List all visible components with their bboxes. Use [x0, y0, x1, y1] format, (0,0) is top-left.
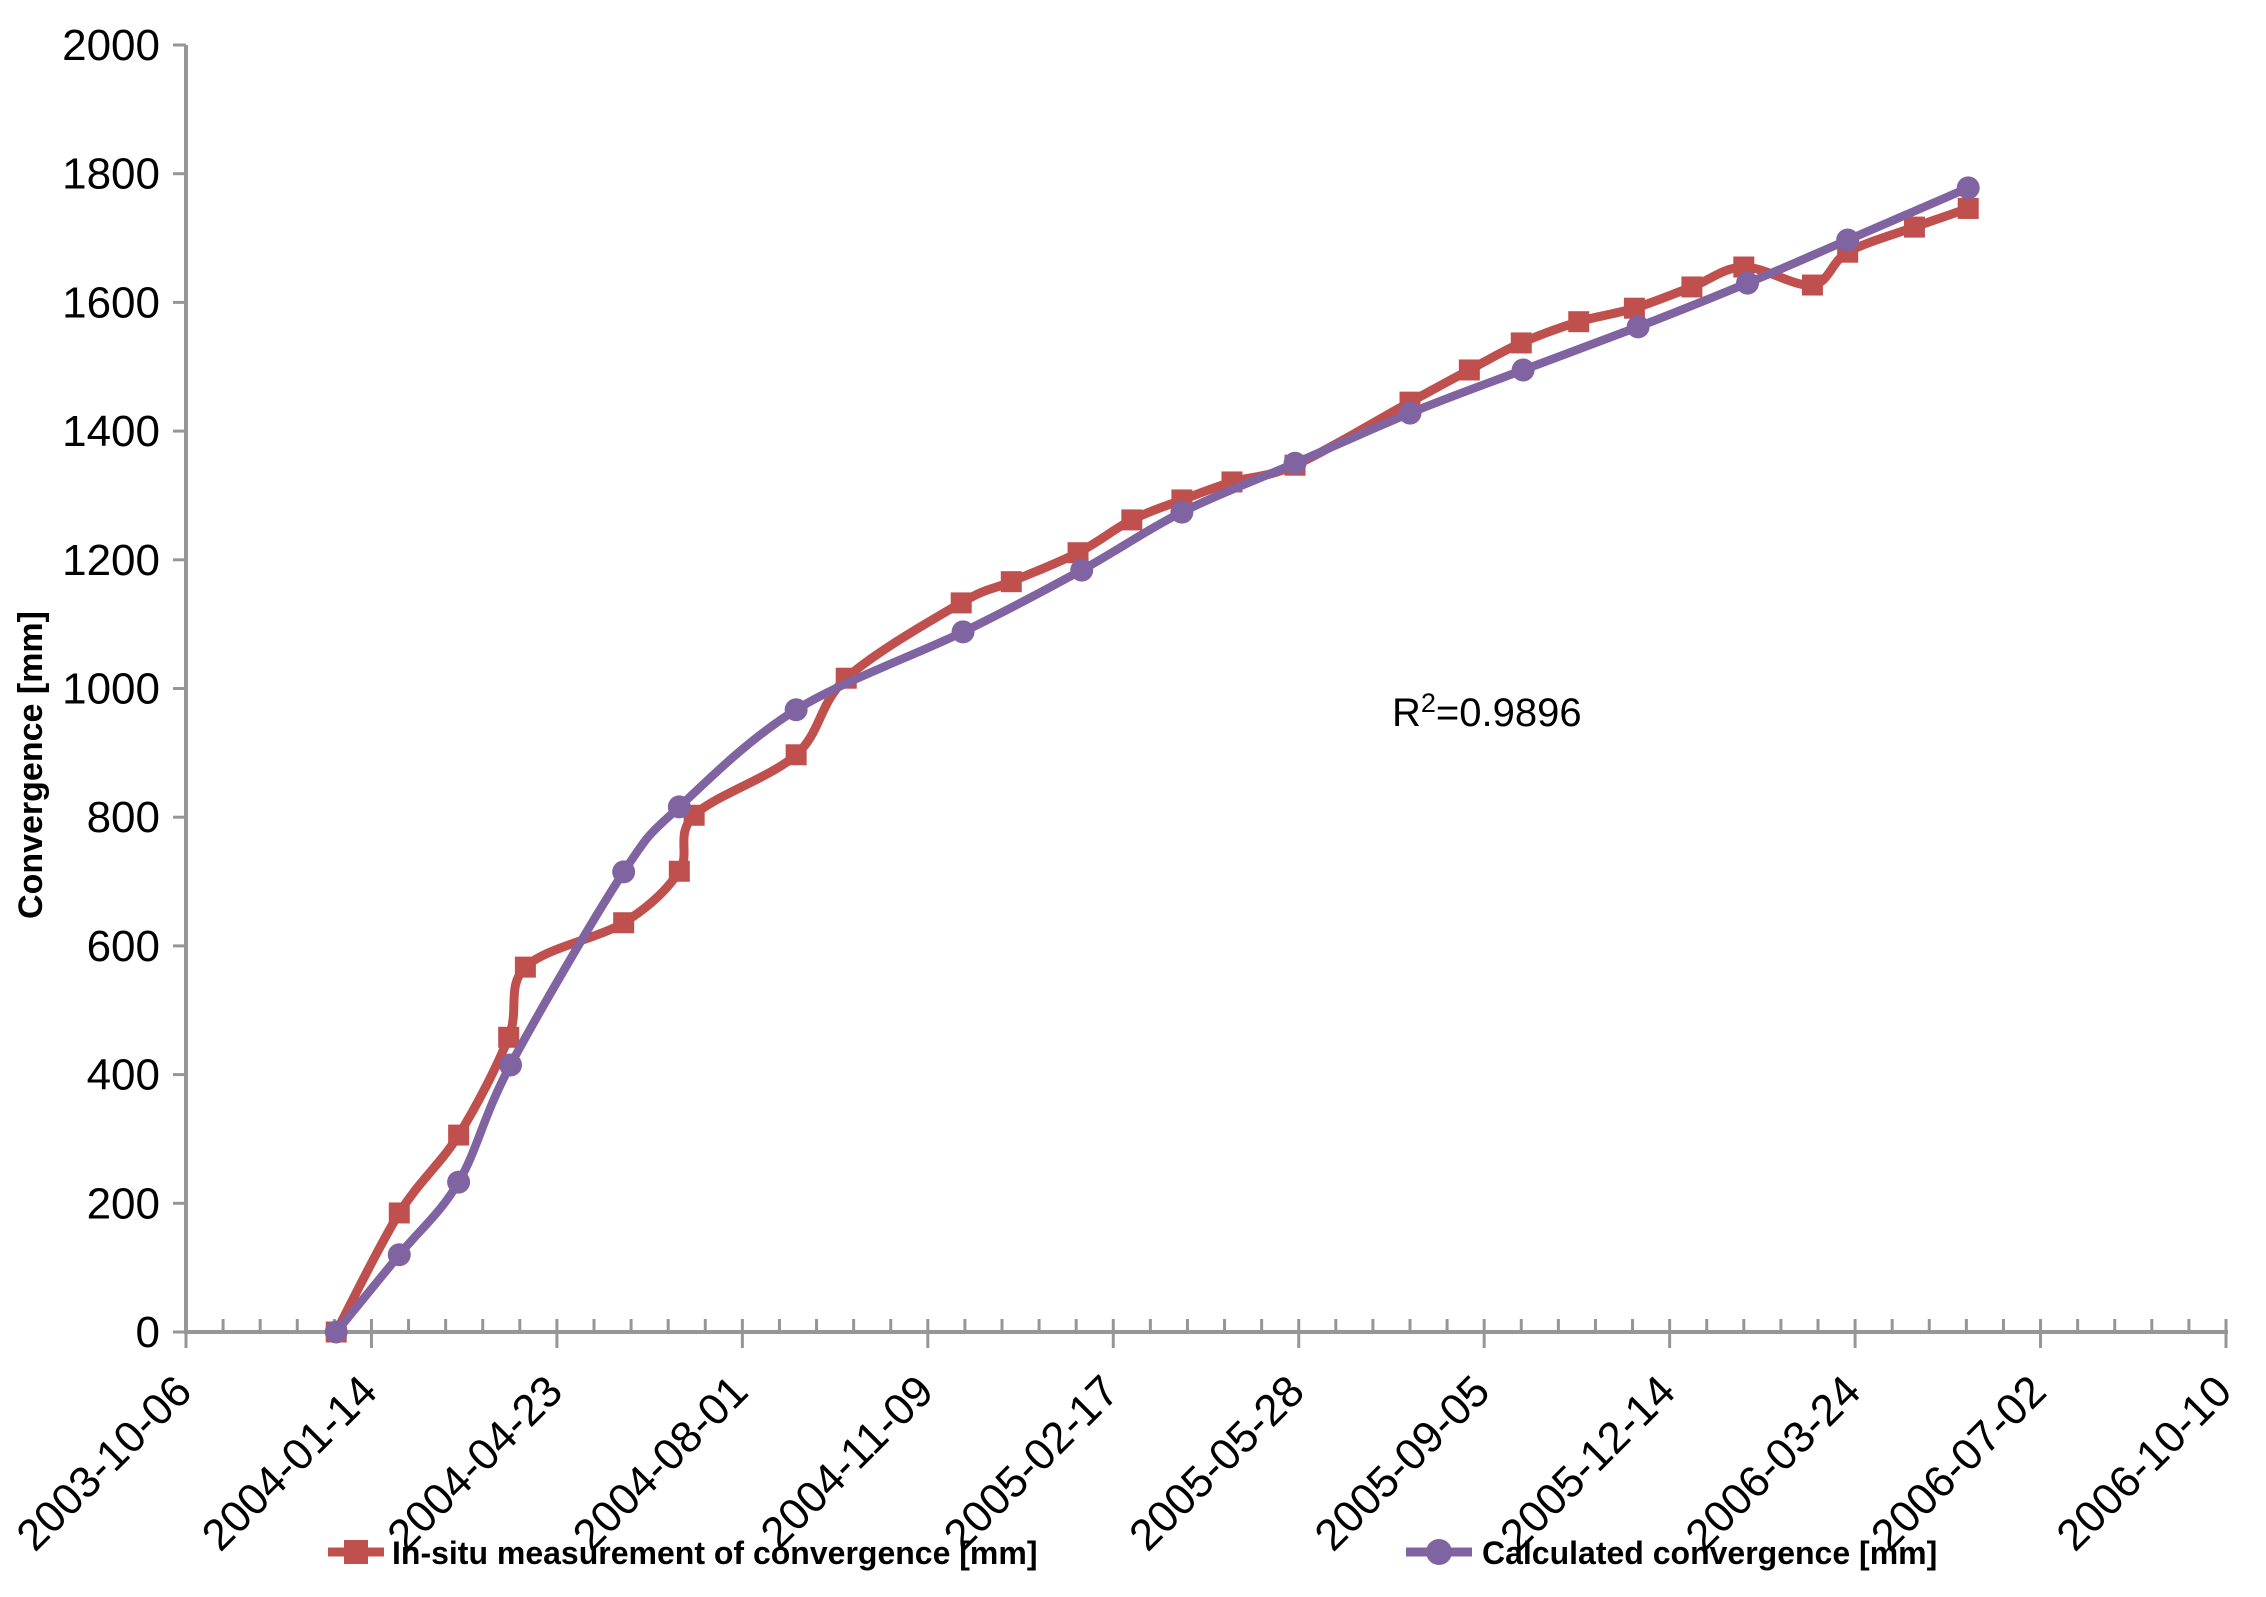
- legend-label-calculated: Calculated convergence [mm]: [1482, 1535, 1937, 1571]
- series-insitu-marker: [1568, 311, 1590, 333]
- series-calculated-marker: [612, 860, 636, 884]
- series-insitu-marker: [1681, 276, 1703, 298]
- series-calculated-marker: [1170, 500, 1194, 524]
- legend: In-situ measurement of convergence [mm] …: [328, 1535, 1937, 1571]
- y-tick-label: 1600: [62, 278, 160, 327]
- series-calculated-marker: [1736, 271, 1760, 295]
- series-insitu-marker: [1067, 542, 1089, 564]
- series-calculated-marker: [499, 1053, 523, 1077]
- y-tick-label: 1800: [62, 150, 160, 199]
- series-calculated-marker: [784, 698, 808, 722]
- y-axis-title: Convergence [mm]: [12, 611, 50, 919]
- y-tick-label: 0: [136, 1308, 160, 1357]
- series-insitu-marker: [514, 956, 536, 978]
- series-calculated-marker: [951, 620, 975, 644]
- series-calculated-marker: [1511, 358, 1535, 382]
- x-tick-label: 2004-01-14: [193, 1366, 387, 1560]
- series-calculated-marker: [447, 1170, 471, 1194]
- x-tick-label: 2005-05-28: [1120, 1366, 1314, 1560]
- y-tick-label: 1200: [62, 536, 160, 585]
- annotation-prefix: R: [1392, 691, 1421, 735]
- x-tick-label: 2004-11-09: [751, 1366, 942, 1557]
- x-tick-label: 2005-02-17: [935, 1366, 1129, 1560]
- x-tick-label: 2006-03-24: [1676, 1366, 1870, 1560]
- y-tick-label: 1000: [62, 665, 160, 714]
- legend-label-insitu: In-situ measurement of convergence [mm]: [392, 1535, 1037, 1571]
- series-insitu-marker: [448, 1124, 470, 1146]
- legend-marker-insitu-square: [344, 1540, 368, 1564]
- r-squared-annotation: R2=0.9896: [1392, 688, 1582, 735]
- legend-item-calculated[interactable]: Calculated convergence [mm]: [1406, 1535, 1937, 1571]
- x-tick-label: 2005-12-14: [1491, 1366, 1685, 1560]
- annotation-suffix: =0.9896: [1436, 691, 1582, 735]
- y-tick-label: 800: [87, 793, 160, 842]
- series-insitu-marker: [498, 1026, 520, 1048]
- series-insitu-marker: [613, 912, 635, 934]
- series-insitu-marker: [1903, 216, 1925, 238]
- series-insitu-marker: [1957, 197, 1979, 219]
- x-tick-label: 2006-07-02: [1862, 1366, 2056, 1560]
- legend-marker-calculated-circle: [1426, 1539, 1452, 1565]
- series-insitu-marker: [1623, 297, 1645, 319]
- series-calculated-line: [331, 183, 1973, 1337]
- series-insitu-marker: [388, 1202, 410, 1224]
- series-calculated-marker: [1956, 176, 1980, 200]
- legend-item-insitu[interactable]: In-situ measurement of convergence [mm]: [328, 1535, 1037, 1571]
- series-insitu-marker: [785, 744, 807, 766]
- y-tick-label: 400: [87, 1051, 160, 1100]
- x-tick-label: 2004-04-23: [378, 1366, 572, 1560]
- x-tick-label: 2003-10-06: [7, 1366, 201, 1560]
- series-calculated-marker: [1626, 315, 1650, 339]
- series-calculated-marker: [1398, 401, 1422, 425]
- series-insitu-marker: [1121, 509, 1143, 531]
- series-calculated-marker: [387, 1243, 411, 1267]
- x-tick-label: 2006-10-10: [2047, 1366, 2241, 1560]
- series-insitu-marker: [1000, 571, 1022, 593]
- series-insitu-marker: [1801, 274, 1823, 296]
- y-tick-label: 600: [87, 922, 160, 971]
- series-insitu-marker: [1458, 359, 1480, 381]
- series-calculated-marker: [667, 795, 691, 819]
- series-insitu-marker: [668, 860, 690, 882]
- x-tick-label: 2004-08-01: [564, 1366, 758, 1560]
- series-layer: [324, 176, 1980, 1344]
- series-insitu-marker: [950, 592, 972, 614]
- series-insitu-line: [331, 203, 1973, 1337]
- series-calculated-marker: [1070, 558, 1094, 582]
- y-tick-label: 1400: [62, 407, 160, 456]
- series-insitu-marker: [1510, 332, 1532, 354]
- series-calculated-marker: [1836, 228, 1860, 252]
- series-calculated-marker: [324, 1320, 348, 1344]
- x-tick-label: 2005-09-05: [1305, 1366, 1499, 1560]
- y-tick-label: 2000: [62, 21, 160, 70]
- series-calculated-marker: [1283, 451, 1307, 475]
- y-tick-label: 200: [87, 1179, 160, 1228]
- annotation-superscript: 2: [1421, 688, 1436, 718]
